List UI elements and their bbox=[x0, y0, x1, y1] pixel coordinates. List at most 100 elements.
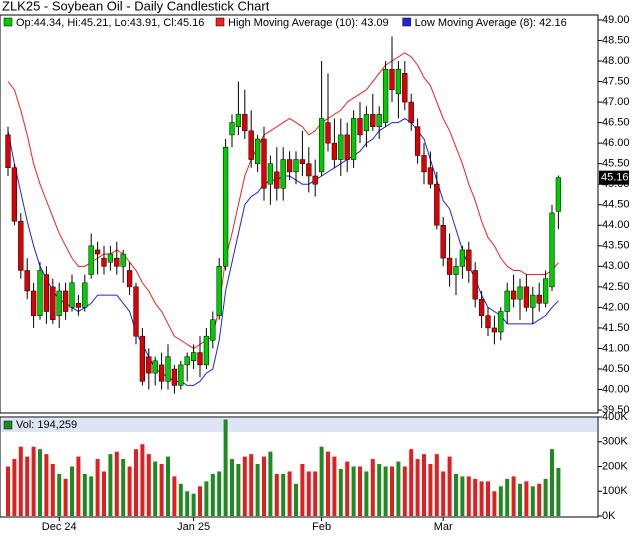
volume-bar bbox=[351, 466, 356, 516]
candle-body bbox=[165, 356, 171, 382]
volume-bar bbox=[121, 459, 126, 516]
y-tick-label: 47.50 bbox=[602, 75, 630, 87]
volume-bar bbox=[415, 459, 420, 516]
candle-body bbox=[414, 126, 421, 156]
candle-body bbox=[536, 294, 542, 304]
volume-bar bbox=[281, 473, 286, 516]
candle-body bbox=[510, 290, 517, 300]
y-tick-label: 400K bbox=[602, 411, 628, 423]
y-tick-label: 45.50 bbox=[602, 158, 630, 170]
volume-bar bbox=[204, 481, 209, 516]
volume-bar bbox=[492, 491, 497, 516]
candle-body bbox=[325, 122, 331, 144]
candle-body bbox=[542, 278, 549, 304]
volume-bar bbox=[505, 478, 510, 516]
volume-bar bbox=[364, 471, 369, 516]
volume-bar bbox=[556, 467, 561, 516]
volume-bar bbox=[146, 454, 151, 516]
candle-body bbox=[459, 249, 466, 267]
candle-body bbox=[478, 298, 485, 316]
candle-body bbox=[318, 118, 325, 173]
candle-body bbox=[517, 286, 523, 300]
candle-body bbox=[242, 114, 248, 132]
volume-bar bbox=[543, 478, 548, 516]
volume-bar bbox=[44, 454, 49, 516]
legend-ohlc: Op:44.34, Hi:45.21, Lo:43.91, Cl:45.16 bbox=[16, 17, 204, 29]
candle-body bbox=[427, 167, 434, 185]
volume-bar bbox=[223, 419, 228, 516]
candle-body bbox=[382, 68, 389, 123]
candle-body bbox=[133, 286, 139, 337]
price-panel bbox=[0, 14, 599, 414]
candle-body bbox=[376, 114, 382, 127]
volume-bar bbox=[402, 466, 407, 516]
candle-body bbox=[286, 159, 293, 173]
candle-body bbox=[126, 270, 133, 288]
y-tick-label: 41.00 bbox=[602, 342, 630, 354]
candle-body bbox=[267, 163, 274, 185]
volume-bar bbox=[57, 473, 62, 516]
y-tick-label: 43.50 bbox=[602, 240, 630, 252]
last-price-box bbox=[599, 170, 629, 185]
candle-body bbox=[30, 290, 37, 316]
volume-bar bbox=[210, 473, 215, 516]
volume-bar bbox=[185, 491, 190, 516]
candle-body bbox=[235, 114, 242, 127]
volume-panel bbox=[0, 416, 599, 518]
candle-body bbox=[293, 159, 299, 173]
candle-body bbox=[485, 315, 491, 329]
candle-body bbox=[440, 225, 446, 259]
candle-body bbox=[222, 146, 229, 267]
volume-bar bbox=[38, 449, 42, 516]
candle-body bbox=[446, 257, 453, 275]
candle-body bbox=[75, 303, 82, 308]
candle-body bbox=[88, 245, 94, 275]
legend-swatch bbox=[3, 17, 13, 27]
volume-bar bbox=[18, 446, 23, 516]
volume-bar bbox=[326, 451, 330, 516]
candle-body bbox=[82, 282, 88, 308]
volume-bar bbox=[166, 456, 170, 516]
candle-body bbox=[37, 270, 43, 316]
candle-body bbox=[120, 253, 126, 267]
candle-body bbox=[190, 352, 197, 362]
y-tick-label: 48.00 bbox=[602, 55, 630, 67]
candle-body bbox=[472, 270, 478, 300]
candle-body bbox=[114, 257, 120, 267]
candle-body bbox=[274, 171, 280, 189]
candle-body bbox=[69, 282, 75, 308]
volume-bar bbox=[383, 466, 388, 516]
y-tick-label: 44.00 bbox=[602, 219, 630, 231]
volume-bar bbox=[518, 483, 522, 516]
volume-bar bbox=[153, 461, 158, 516]
legend-entry: Low Moving Average (8): 42.16 bbox=[415, 17, 567, 29]
candle-body bbox=[43, 274, 50, 312]
volume-bar bbox=[460, 476, 465, 516]
candle-body bbox=[498, 311, 504, 333]
volume-bar bbox=[274, 473, 279, 516]
volume-bar bbox=[82, 473, 87, 516]
legend-swatch bbox=[402, 17, 411, 27]
candle-body bbox=[530, 294, 536, 308]
volume-bar bbox=[6, 466, 10, 516]
volume-bar bbox=[300, 464, 305, 516]
candle-body bbox=[18, 220, 24, 271]
volume-bar bbox=[524, 481, 529, 516]
volume-bar bbox=[428, 464, 433, 516]
candle-body bbox=[421, 155, 427, 173]
y-tick-label: 100K bbox=[602, 485, 628, 497]
volume-bar bbox=[447, 456, 452, 516]
y-tick-label: 40.50 bbox=[602, 363, 630, 375]
candle-body bbox=[94, 249, 101, 255]
candle-body bbox=[254, 138, 261, 164]
candle-body bbox=[248, 130, 254, 160]
candle-body bbox=[50, 286, 56, 320]
candle-body bbox=[146, 356, 152, 374]
candle-body bbox=[350, 118, 357, 160]
volume-bar bbox=[198, 486, 202, 516]
candle-body bbox=[306, 163, 312, 177]
volume-bar bbox=[12, 459, 17, 516]
volume-bar bbox=[396, 461, 401, 516]
volume-bar bbox=[159, 464, 164, 516]
y-tick-label: 42.50 bbox=[602, 281, 630, 293]
